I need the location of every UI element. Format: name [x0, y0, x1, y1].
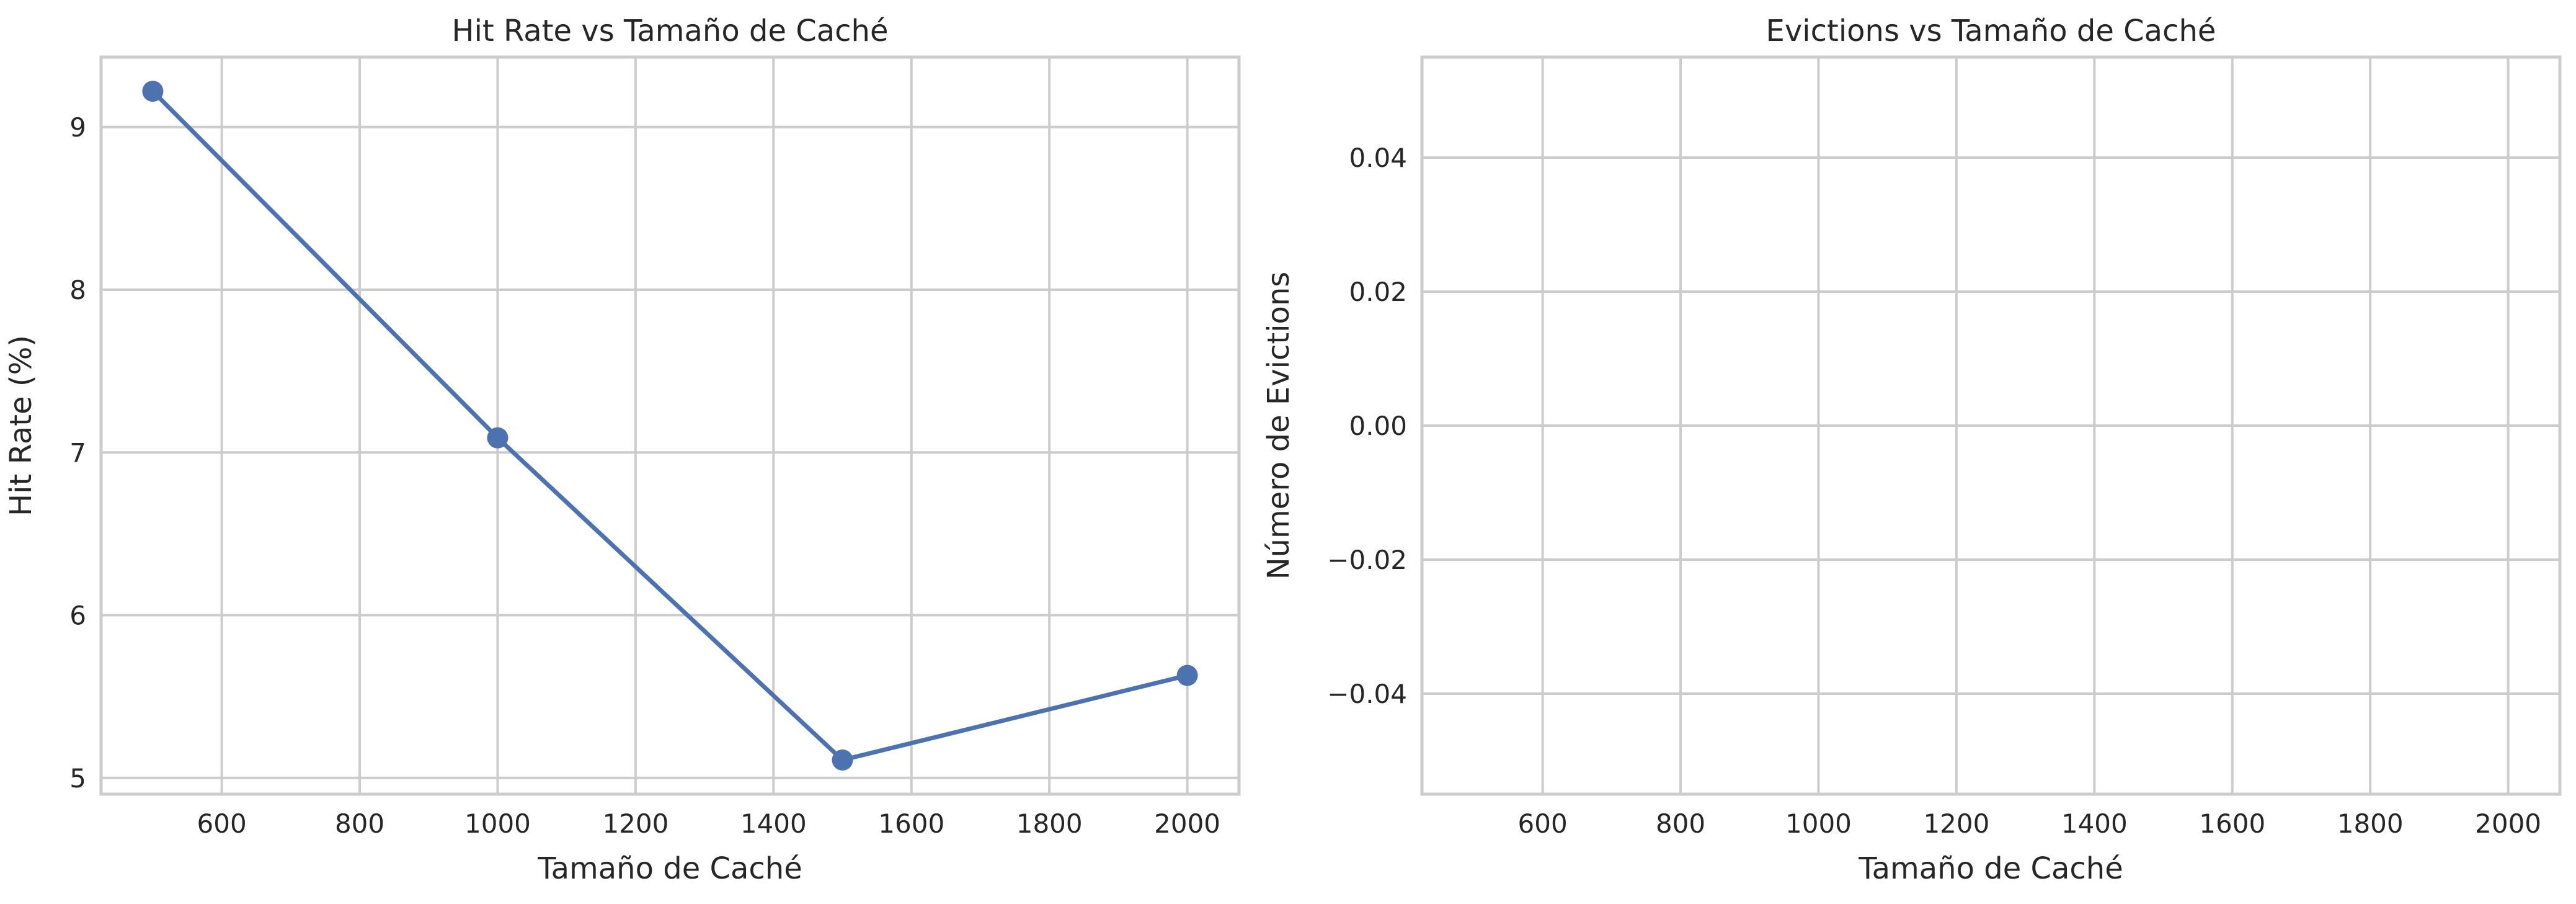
chart-1-data-point	[487, 427, 509, 449]
chart-2-y-tick-label: −0.02	[1327, 545, 1407, 575]
chart-1-x-tick-label: 1000	[464, 808, 531, 839]
chart-2-x-tick-label: 800	[1656, 808, 1705, 839]
chart-2-y-axis-label: Número de Evictions	[1261, 272, 1296, 580]
chart-2-x-tick-label: 1400	[2061, 808, 2128, 839]
chart-2-x-tick-label: 1200	[1923, 808, 1989, 839]
chart-1-y-axis-label: Hit Rate (%)	[4, 335, 38, 516]
chart-1-x-tick-label: 600	[197, 808, 247, 839]
chart-1-y-tick-label: 9	[69, 112, 86, 143]
chart-1-series-line	[150, 89, 1190, 763]
chart-1-x-tick-label: 1600	[878, 808, 944, 839]
chart-2-x-tick-label: 1600	[2199, 808, 2265, 839]
chart-1-x-tick-label: 800	[335, 808, 384, 839]
chart-2-y-tick-label: −0.04	[1327, 679, 1407, 709]
chart-1-y-tick-label: 8	[69, 275, 86, 305]
chart-1-y-tick-label: 7	[69, 437, 86, 468]
chart-2-x-tick-label: 600	[1518, 808, 1568, 839]
chart-1-data-point	[832, 749, 853, 771]
chart-1-x-tick-label: 2000	[1154, 808, 1220, 839]
chart-1-title: Hit Rate vs Tamaño de Caché	[451, 14, 888, 48]
chart-2-y-tick-label: 0.00	[1349, 411, 1407, 441]
chart-2-x-tick-label: 1800	[2337, 808, 2404, 839]
chart-1-x-tick-label: 1800	[1016, 808, 1083, 839]
chart-1-data-point	[1176, 665, 1198, 686]
chart-1-x-tick-label: 1400	[740, 808, 807, 839]
chart-2-y-tick-label: 0.04	[1349, 143, 1407, 173]
chart-2-x-tick-label: 1000	[1785, 808, 1852, 839]
chart-2-title: Evictions vs Tamaño de Caché	[1766, 14, 2216, 48]
chart-2-x-axis-label: Tamaño de Caché	[1858, 851, 2123, 886]
chart-1-frame	[99, 55, 1241, 796]
chart-1-x-tick-label: 1200	[602, 808, 668, 839]
chart-1-y-tick-label: 6	[69, 601, 86, 631]
chart-1-x-axis-label: Tamaño de Caché	[537, 851, 802, 886]
chart-1-data-point	[142, 81, 164, 102]
chart-2-y-tick-label: 0.02	[1349, 277, 1407, 307]
chart-1-y-tick-label: 5	[69, 763, 86, 794]
chart-2-frame	[1420, 55, 2562, 796]
chart-2-x-tick-label: 2000	[2475, 808, 2541, 839]
